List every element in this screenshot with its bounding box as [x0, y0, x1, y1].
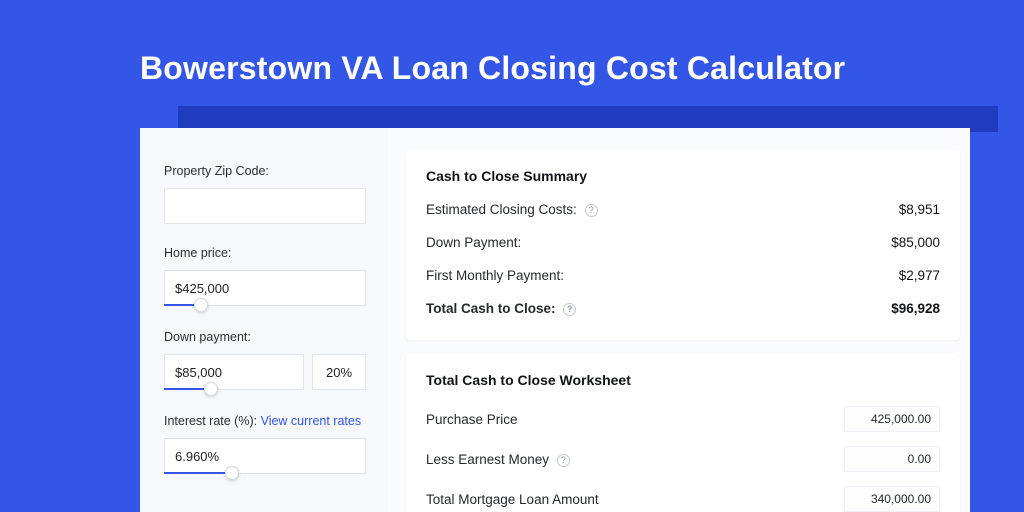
summary-row-label: Down Payment:: [426, 235, 521, 250]
home-price-label: Home price:: [164, 246, 366, 260]
worksheet-row: Less Earnest Money ? 0.00: [426, 446, 940, 472]
summary-row-value: $85,000: [891, 235, 940, 250]
worksheet-row-label: Total Mortgage Loan Amount: [426, 492, 599, 507]
down-payment-pct-input[interactable]: [312, 354, 366, 390]
summary-row-value: $8,951: [899, 202, 940, 217]
summary-row-label-text: Estimated Closing Costs:: [426, 202, 577, 217]
down-payment-slider-thumb[interactable]: [204, 382, 218, 396]
summary-card: Cash to Close Summary Estimated Closing …: [406, 150, 960, 340]
summary-row-label: Total Cash to Close: ?: [426, 301, 576, 316]
home-price-slider[interactable]: [164, 304, 366, 308]
help-icon[interactable]: ?: [585, 204, 598, 217]
worksheet-row: Total Mortgage Loan Amount 340,000.00: [426, 486, 940, 512]
worksheet-row-value: 0.00: [844, 446, 940, 472]
worksheet-card: Total Cash to Close Worksheet Purchase P…: [406, 354, 960, 512]
summary-row-value: $2,977: [899, 268, 940, 283]
summary-row: Estimated Closing Costs: ? $8,951: [426, 202, 940, 217]
home-price-slider-fill: [164, 304, 194, 306]
interest-slider-fill: [164, 472, 225, 474]
home-price-slider-thumb[interactable]: [194, 298, 208, 312]
page-background: Bowerstown VA Loan Closing Cost Calculat…: [0, 0, 1024, 512]
view-rates-link[interactable]: View current rates: [261, 414, 362, 428]
worksheet-row-value: 340,000.00: [844, 486, 940, 512]
calculator-panel: Property Zip Code: Home price: Down paym…: [140, 128, 970, 512]
summary-row: First Monthly Payment: $2,977: [426, 268, 940, 283]
worksheet-row: Purchase Price 425,000.00: [426, 406, 940, 432]
interest-input[interactable]: [164, 438, 366, 474]
worksheet-title: Total Cash to Close Worksheet: [426, 372, 940, 388]
summary-row-label-text: Total Cash to Close:: [426, 301, 556, 316]
input-sidebar: Property Zip Code: Home price: Down paym…: [140, 128, 388, 512]
down-payment-slider[interactable]: [164, 388, 366, 392]
summary-row-value: $96,928: [891, 301, 940, 316]
summary-row-label: First Monthly Payment:: [426, 268, 564, 283]
summary-row-label: Estimated Closing Costs: ?: [426, 202, 598, 217]
zip-field-group: Property Zip Code:: [164, 164, 366, 224]
interest-field-group: Interest rate (%): View current rates: [164, 414, 366, 476]
summary-title: Cash to Close Summary: [426, 168, 940, 184]
zip-label: Property Zip Code:: [164, 164, 366, 178]
summary-row-total: Total Cash to Close: ? $96,928: [426, 301, 940, 316]
worksheet-row-label: Less Earnest Money ?: [426, 452, 570, 467]
interest-label-text: Interest rate (%):: [164, 414, 257, 428]
home-price-field-group: Home price:: [164, 246, 366, 308]
help-icon[interactable]: ?: [563, 303, 576, 316]
results-column: Cash to Close Summary Estimated Closing …: [388, 128, 970, 512]
worksheet-row-label: Purchase Price: [426, 412, 518, 427]
zip-input[interactable]: [164, 188, 366, 224]
help-icon[interactable]: ?: [557, 454, 570, 467]
down-payment-label: Down payment:: [164, 330, 366, 344]
worksheet-row-value: 425,000.00: [844, 406, 940, 432]
down-payment-field-group: Down payment:: [164, 330, 366, 392]
summary-row: Down Payment: $85,000: [426, 235, 940, 250]
down-payment-slider-fill: [164, 388, 204, 390]
interest-slider[interactable]: [164, 472, 366, 476]
worksheet-row-label-text: Less Earnest Money: [426, 452, 549, 467]
down-payment-input[interactable]: [164, 354, 304, 390]
interest-slider-thumb[interactable]: [225, 466, 239, 480]
interest-label: Interest rate (%): View current rates: [164, 414, 366, 428]
page-title: Bowerstown VA Loan Closing Cost Calculat…: [140, 50, 845, 87]
